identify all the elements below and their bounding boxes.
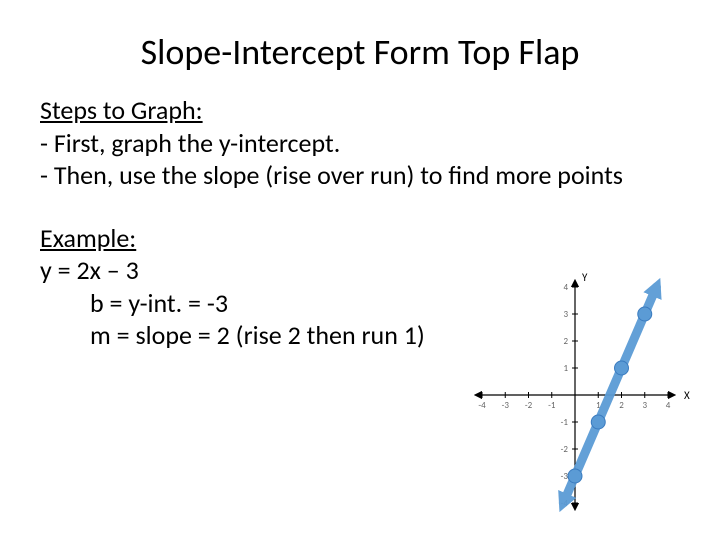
svg-text:4: 4 bbox=[666, 400, 671, 411]
steps-line-2: - Then, use the slope (rise over run) to… bbox=[40, 159, 680, 192]
svg-text:2: 2 bbox=[619, 400, 624, 411]
svg-text:-4: -4 bbox=[478, 400, 486, 411]
svg-text:-1: -1 bbox=[561, 417, 569, 428]
svg-text:-3: -3 bbox=[561, 471, 569, 482]
svg-text:4: 4 bbox=[563, 282, 568, 293]
svg-text:Y: Y bbox=[582, 271, 588, 284]
graph-svg: -4-3-2-11234-4-3-2-11234XY bbox=[460, 265, 690, 525]
slide-container: Slope-Intercept Form Top Flap Steps to G… bbox=[0, 0, 720, 540]
steps-block: Steps to Graph: - First, graph the y-int… bbox=[40, 94, 680, 192]
svg-text:-1: -1 bbox=[548, 400, 556, 411]
steps-heading: Steps to Graph: bbox=[40, 94, 680, 127]
svg-text:-2: -2 bbox=[561, 444, 569, 455]
svg-text:3: 3 bbox=[563, 309, 568, 320]
svg-text:-2: -2 bbox=[525, 400, 533, 411]
page-title: Slope-Intercept Form Top Flap bbox=[40, 30, 680, 74]
graph-chart: -4-3-2-11234-4-3-2-11234XY bbox=[460, 265, 690, 525]
svg-text:1: 1 bbox=[563, 363, 568, 374]
svg-text:-3: -3 bbox=[502, 400, 510, 411]
svg-text:3: 3 bbox=[642, 400, 647, 411]
steps-line-1: - First, graph the y-intercept. bbox=[40, 127, 680, 160]
svg-text:X: X bbox=[684, 389, 690, 402]
svg-text:2: 2 bbox=[563, 336, 568, 347]
example-heading: Example: bbox=[40, 222, 680, 255]
